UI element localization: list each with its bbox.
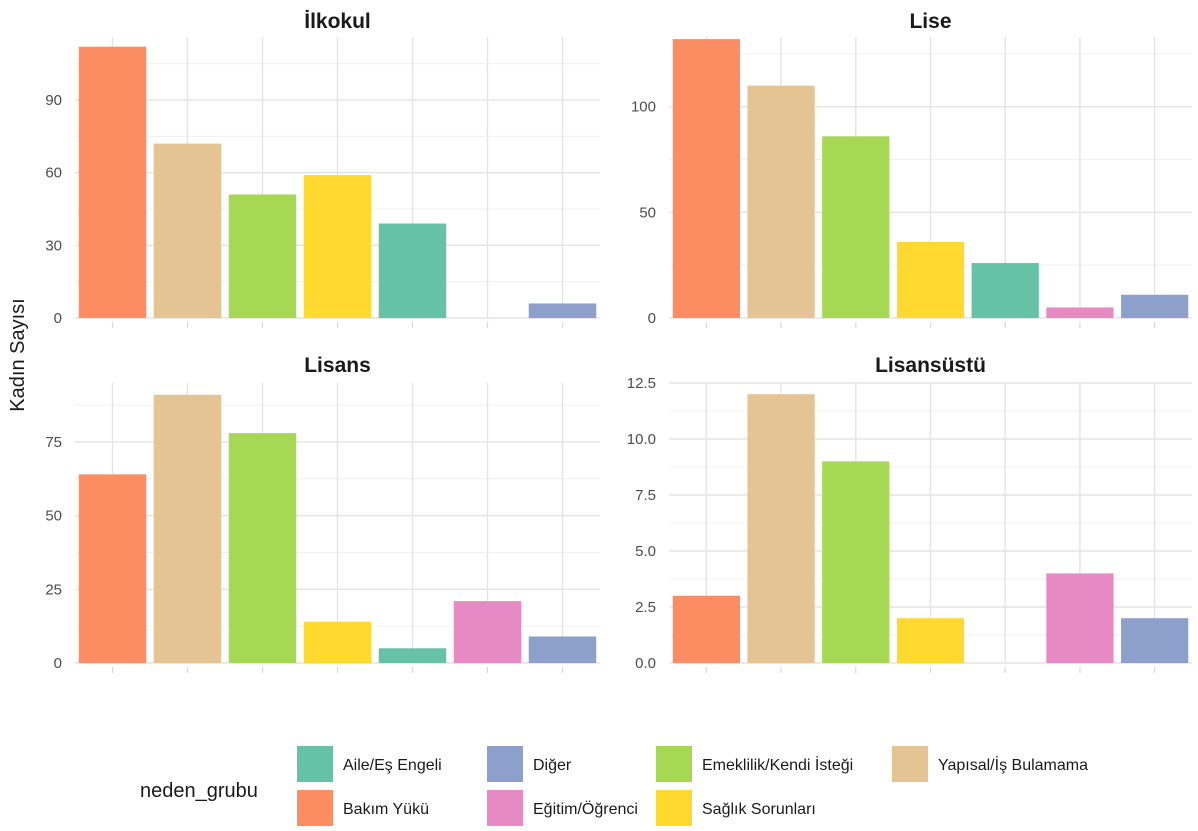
bar-3 <box>228 194 297 318</box>
bar-3 <box>822 136 890 318</box>
legend-key <box>297 746 333 782</box>
bar-2 <box>153 143 222 318</box>
bar-3 <box>822 461 890 663</box>
bar-7 <box>528 636 597 663</box>
bar-1 <box>78 46 147 318</box>
y-tick-label: 5.0 <box>635 543 656 560</box>
legend-key <box>656 746 692 782</box>
y-tick-label: 0 <box>648 310 656 327</box>
legend-label: Eğitim/Öğrenci <box>533 800 638 818</box>
bar-2 <box>747 394 815 663</box>
legend-key <box>297 790 333 826</box>
legend-title: neden_grubu <box>140 780 258 802</box>
legend-label: Diğer <box>533 757 572 774</box>
bar-7 <box>528 303 597 318</box>
y-axis-title: Kadın Sayısı <box>7 298 29 411</box>
bar-7 <box>1121 294 1189 318</box>
y-tick-label: 2.5 <box>635 599 656 616</box>
bar-4 <box>303 175 372 318</box>
bar-6 <box>1046 307 1114 318</box>
bar-3 <box>228 433 297 663</box>
panels-layer: 0 30 60 90 İlkokul 0 50 100 Lise 0 25 50 75 Lisans 0.0… <box>45 10 1192 673</box>
legend-key <box>656 790 692 826</box>
y-tick-label: 12.5 <box>627 375 656 392</box>
y-tick-label: 30 <box>45 237 62 254</box>
bar-4 <box>896 241 965 318</box>
bar-5 <box>378 648 447 663</box>
y-tick-label: 10.0 <box>627 431 656 448</box>
bar-6 <box>1046 573 1114 663</box>
panel-title: Lisansüstü <box>875 354 986 377</box>
legend-label: Emeklilik/Kendi İsteği <box>702 755 853 774</box>
y-tick-label: 0.0 <box>635 655 656 672</box>
legend-key <box>892 746 928 782</box>
bar-1 <box>78 474 147 663</box>
legend-label: Aile/Eş Engeli <box>343 757 442 774</box>
bar-2 <box>747 85 815 318</box>
bar-5 <box>378 223 447 318</box>
legend: neden_grubu Aile/Eş Engeli Diğer Emeklilik… <box>140 746 1088 826</box>
legend-label: Sağlık Sorunları <box>702 801 816 818</box>
y-tick-label: 0 <box>54 655 62 672</box>
panel-0: 0 30 60 90 İlkokul <box>45 10 600 328</box>
legend-key <box>487 790 523 826</box>
y-tick-label: 50 <box>45 508 62 525</box>
y-tick-label: 0 <box>54 310 62 327</box>
panel-title: Lise <box>909 10 951 33</box>
bar-2 <box>153 394 222 663</box>
panel-1: 0 50 100 Lise <box>631 10 1192 328</box>
y-tick-label: 7.5 <box>635 487 656 504</box>
y-tick-label: 100 <box>631 99 656 116</box>
legend-label: Bakım Yükü <box>343 801 429 818</box>
y-tick-label: 25 <box>45 581 62 598</box>
bar-7 <box>1121 618 1189 663</box>
panel-2: 0 25 50 75 Lisans <box>45 354 600 673</box>
bar-4 <box>303 621 372 663</box>
panel-title: İlkokul <box>304 10 371 33</box>
panel-title: Lisans <box>304 354 371 377</box>
bar-1 <box>672 39 740 318</box>
bar-4 <box>896 618 965 663</box>
y-tick-label: 90 <box>45 92 62 109</box>
panel-3: 0.0 2.5 5.0 7.5 10.0 12.5 Lisansüstü <box>627 354 1192 673</box>
y-tick-label: 75 <box>45 434 62 451</box>
legend-key <box>487 746 523 782</box>
bar-1 <box>672 595 740 663</box>
bar-6 <box>453 601 522 663</box>
y-tick-label: 50 <box>639 204 656 221</box>
y-tick-label: 60 <box>45 165 62 182</box>
legend-label: Yapısal/İş Bulamama <box>938 755 1088 774</box>
bar-5 <box>971 263 1039 318</box>
